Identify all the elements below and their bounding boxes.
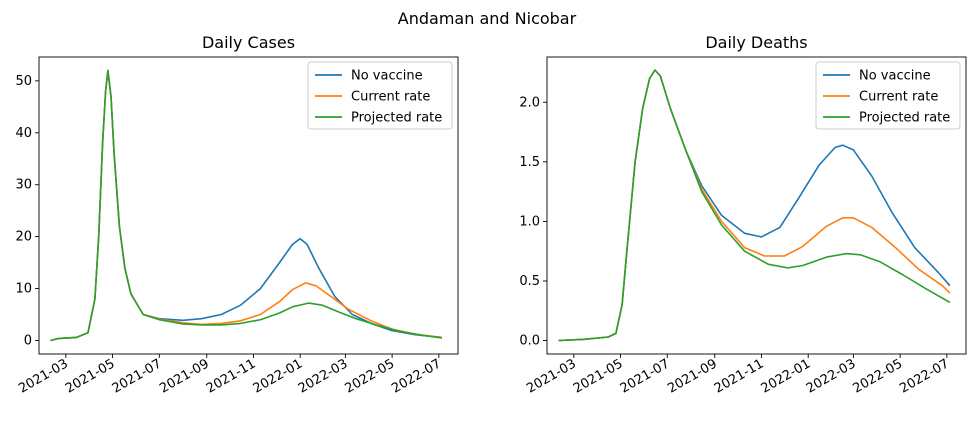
axes-frame: [546, 56, 967, 355]
x-tick-label: 2021-09: [665, 356, 720, 396]
x-tick-label: 2021-11: [712, 356, 767, 396]
chart-title: Daily Deaths: [705, 33, 807, 52]
legend-label: Current rate: [351, 90, 430, 105]
x-tick-label: 2022-05: [343, 356, 398, 396]
y-tick-label: 1.0: [519, 214, 540, 229]
y-tick-label: 0: [24, 334, 32, 349]
x-tick-label: 2021-07: [618, 356, 673, 396]
chart-daily-cases: Daily Cases 010203040502021-032021-05202…: [15, 33, 459, 397]
series-lines: [50, 69, 443, 342]
x-tick-label: 2022-01: [251, 356, 306, 396]
y-tick-label: 10: [15, 282, 32, 297]
y-tick-label: 1.5: [519, 155, 540, 170]
legend-label: Projected rate: [351, 111, 442, 126]
axes-frame: [38, 56, 459, 355]
y-tick-label: 0.5: [519, 274, 540, 289]
x-tick-label: 2022-07: [389, 356, 444, 396]
y-tick-label: 2.0: [519, 95, 540, 110]
y-tick-label: 0.0: [519, 334, 540, 349]
x-tick-label: 2021-07: [110, 356, 165, 396]
x-tick-label: 2022-03: [804, 356, 859, 396]
figure-suptitle: Andaman and Nicobar: [398, 9, 577, 28]
legend-label: No vaccine: [351, 69, 423, 84]
x-tick-label: 2022-03: [296, 356, 351, 396]
chart-title: Daily Cases: [202, 33, 295, 52]
y-tick-label: 20: [15, 230, 32, 245]
x-tick-label: 2021-09: [157, 356, 212, 396]
legend-box: [815, 61, 961, 130]
x-tick-label: 2021-11: [204, 356, 259, 396]
chart-daily-deaths: Daily Deaths 0.00.51.01.52.02021-032021-…: [519, 33, 967, 397]
legend-label: No vaccine: [859, 69, 931, 84]
x-tick-label: 2021-05: [63, 356, 118, 396]
x-tick-label: 2022-05: [851, 356, 906, 396]
x-tick-label: 2021-05: [571, 356, 626, 396]
legend-box: [307, 61, 453, 130]
x-tick-label: 2021-03: [16, 356, 71, 396]
y-tick-label: 50: [15, 74, 32, 89]
series-lines: [558, 69, 951, 342]
y-tick-label: 40: [15, 126, 32, 141]
x-tick-label: 2022-07: [897, 356, 952, 396]
legend-label: Projected rate: [859, 111, 950, 126]
legend: No vaccine Current rate Projected rate: [307, 61, 453, 130]
y-tick-label: 30: [15, 178, 32, 193]
x-tick-label: 2022-01: [759, 356, 814, 396]
legend: No vaccine Current rate Projected rate: [815, 61, 961, 130]
x-tick-label: 2021-03: [524, 356, 579, 396]
legend-label: Current rate: [859, 90, 938, 105]
series-line-projected-rate: [50, 69, 443, 342]
series-line-projected-rate: [558, 69, 951, 342]
